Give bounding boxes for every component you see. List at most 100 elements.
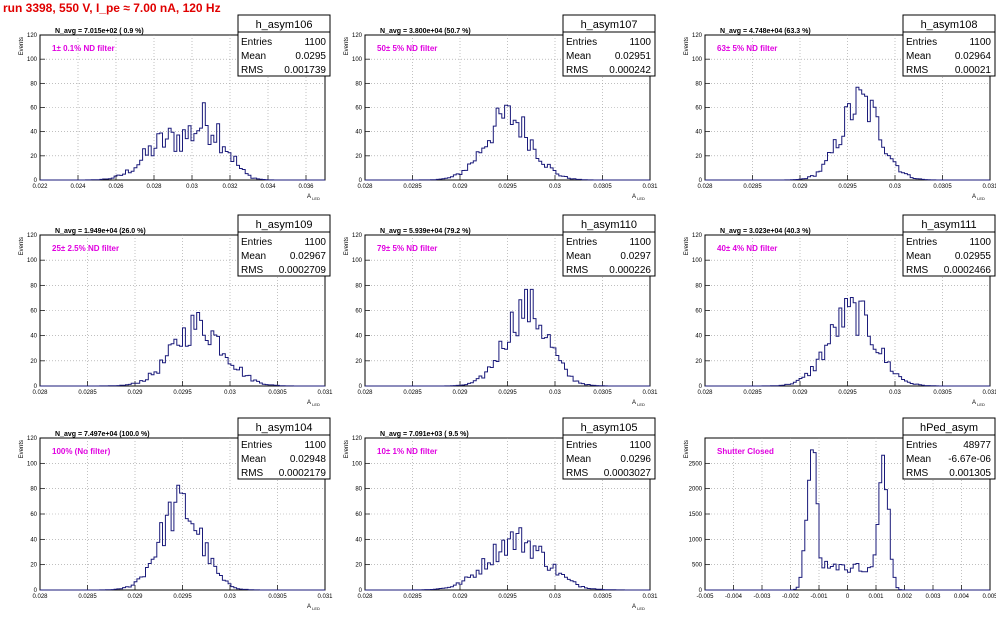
x-tick-label: 0.0285 xyxy=(78,594,97,600)
x-tick-label: 0.001 xyxy=(868,594,884,600)
y-tick-label: 20 xyxy=(30,359,37,365)
filter-label: 63± 5% ND filter xyxy=(717,44,777,53)
stat-label-mean: Mean xyxy=(241,251,266,262)
y-tick-label: 20 xyxy=(30,563,37,569)
x-tick-label: -0.001 xyxy=(810,594,828,600)
stats-box: hPed_asym Entries 48977 Mean -6.67e-06 RMS 0.0… xyxy=(902,417,996,480)
y-axis-title: Events xyxy=(19,440,25,458)
x-tick-label: 0.028 xyxy=(357,594,373,600)
x-tick-label: 0.028 xyxy=(697,184,713,190)
stats-box: h_asym105 Entries 1100 Mean 0.0296 RMS 0.00030… xyxy=(562,417,656,480)
stat-label-rms: RMS xyxy=(241,468,264,479)
stat-value-entries: 1100 xyxy=(304,237,326,248)
x-tick-label: 0.031 xyxy=(317,594,333,600)
y-tick-label: 40 xyxy=(695,334,702,340)
stats-body-box xyxy=(562,434,656,480)
x-tick-label: 0.0285 xyxy=(403,184,422,190)
stat-value-mean: 0.02955 xyxy=(955,251,992,262)
x-tick-label: 0.031 xyxy=(982,390,996,396)
stat-label-mean: Mean xyxy=(241,51,266,62)
stats-body-box xyxy=(902,231,996,277)
x-tick-label: 0.0305 xyxy=(593,390,612,396)
histogram-name: hPed_asym xyxy=(920,422,978,434)
y-tick-label: 80 xyxy=(30,487,37,493)
y-tick-label: 100 xyxy=(352,461,363,467)
histogram-pad-h_asym109: 0.028 0.0285 0.029 0.0295 0.03 0.0305 0.031 0 20… xyxy=(19,214,333,407)
x-tick-label: 0.004 xyxy=(954,594,970,600)
y-axis-title: Events xyxy=(344,237,350,255)
y-tick-label: 20 xyxy=(355,359,362,365)
stat-label-entries: Entries xyxy=(906,237,937,248)
x-tick-label: 0.028 xyxy=(32,390,48,396)
y-tick-label: 60 xyxy=(695,106,702,112)
x-tick-label: 0.0295 xyxy=(498,594,517,600)
histogram-pad-h_asym110: 0.028 0.0285 0.029 0.0295 0.03 0.0305 0.031 0 20… xyxy=(344,214,658,407)
stat-label-mean: Mean xyxy=(566,251,591,262)
x-tick-label: 0.036 xyxy=(298,184,314,190)
stat-label-rms: RMS xyxy=(241,265,264,276)
x-axis-title: A LED xyxy=(632,604,645,611)
stats-box: h_asym107 Entries 1100 Mean 0.02951 RMS 0.0002… xyxy=(562,14,656,77)
x-tick-label: 0 xyxy=(846,594,850,600)
x-tick-label: 0.028 xyxy=(32,594,48,600)
x-axis-title: A LED xyxy=(972,194,985,201)
y-tick-label: 120 xyxy=(352,33,363,39)
stats-body-box xyxy=(902,31,996,77)
x-tick-label: 0.03 xyxy=(549,390,561,396)
y-tick-label: 20 xyxy=(695,359,702,365)
y-tick-label: 100 xyxy=(27,57,38,63)
y-axis-title: Events xyxy=(684,237,690,255)
stat-value-entries: 1100 xyxy=(629,237,651,248)
y-tick-label: 60 xyxy=(30,309,37,315)
x-tick-label: 0.0285 xyxy=(78,390,97,396)
stat-value-rms: 0.0003027 xyxy=(604,468,652,479)
y-tick-label: 0 xyxy=(359,588,363,594)
x-tick-label: 0.0295 xyxy=(838,184,857,190)
x-tick-label: 0.0305 xyxy=(593,184,612,190)
histogram-line xyxy=(365,288,650,387)
x-tick-label: 0.03 xyxy=(889,390,901,396)
navg-label: N_avg = 7.091e+03 ( 9.5 %) xyxy=(380,431,469,438)
x-tick-label: 0.005 xyxy=(982,594,996,600)
y-tick-label: 100 xyxy=(692,57,703,63)
x-tick-label: 0.031 xyxy=(642,594,658,600)
x-tick-label: 0.0285 xyxy=(403,594,422,600)
histogram-line xyxy=(40,102,325,181)
filter-label: 100% (No filter) xyxy=(52,447,111,456)
y-tick-label: 40 xyxy=(30,537,37,543)
x-tick-label: 0.03 xyxy=(549,594,561,600)
y-tick-label: 40 xyxy=(355,334,362,340)
x-tick-label: 0.0305 xyxy=(268,594,287,600)
x-tick-label: 0.0285 xyxy=(743,184,762,190)
histogram-name: h_asym104 xyxy=(256,422,313,434)
y-tick-label: 40 xyxy=(695,130,702,136)
y-tick-label: 2000 xyxy=(689,487,703,493)
x-axis-title: A LED xyxy=(632,194,645,201)
y-tick-label: 20 xyxy=(30,154,37,160)
stat-label-mean: Mean xyxy=(241,454,266,465)
stat-value-mean: -6.67e-06 xyxy=(948,454,991,465)
stat-value-entries: 1100 xyxy=(629,37,651,48)
y-tick-label: 80 xyxy=(30,283,37,289)
stats-body-box xyxy=(562,231,656,277)
stat-label-entries: Entries xyxy=(566,440,597,451)
y-tick-label: 60 xyxy=(355,106,362,112)
histogram-line xyxy=(40,312,325,387)
x-tick-label: 0.031 xyxy=(982,184,996,190)
x-tick-label: 0.003 xyxy=(925,594,941,600)
stat-value-mean: 0.02951 xyxy=(615,51,652,62)
x-axis-title: A LED xyxy=(632,400,645,407)
x-tick-label: 0.029 xyxy=(792,390,808,396)
y-tick-label: 0 xyxy=(34,384,38,390)
stat-value-entries: 1100 xyxy=(304,37,326,48)
x-tick-label: -0.002 xyxy=(782,594,800,600)
filter-label: 40± 4% ND filter xyxy=(717,244,777,253)
histogram-pad-hPed_asym: -0.005 -0.004 -0.003 -0.002 -0.001 0 0.001 0.00… xyxy=(684,417,996,600)
stat-label-entries: Entries xyxy=(566,237,597,248)
stat-label-mean: Mean xyxy=(566,51,591,62)
stat-label-rms: RMS xyxy=(566,65,589,76)
navg-label: N_avg = 3.023e+04 (40.3 %) xyxy=(720,228,811,235)
stat-value-rms: 0.0002466 xyxy=(944,265,992,276)
histogram-pad-h_asym107: 0.028 0.0285 0.029 0.0295 0.03 0.0305 0.031 0 20… xyxy=(344,14,658,201)
